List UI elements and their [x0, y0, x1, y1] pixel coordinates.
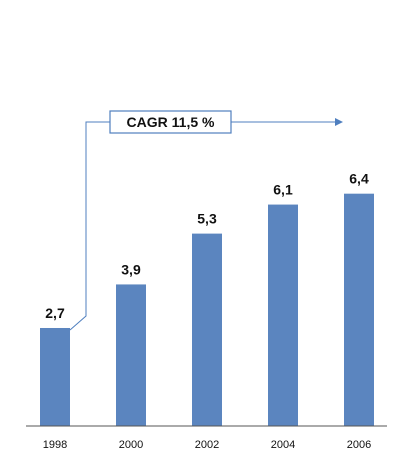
- x-tick-label-2000: 2000: [119, 439, 143, 451]
- value-label-2002: 5,3: [197, 211, 217, 227]
- x-tick-label-1998: 1998: [43, 439, 67, 451]
- bar-1998: [40, 327, 70, 426]
- value-label-2006: 6,4: [349, 171, 369, 187]
- value-labels-group: 2,7 3,9 5,3 6,1 6,4: [45, 171, 369, 321]
- cagr-annotation: CAGR 11,5 %: [69, 110, 343, 331]
- value-label-2004: 6,1: [273, 182, 293, 198]
- value-label-2000: 3,9: [121, 261, 141, 277]
- cagr-arrowhead: [335, 118, 343, 126]
- bar-2004: [268, 204, 298, 426]
- x-tick-label-2006: 2006: [347, 439, 371, 451]
- bar-2006: [344, 193, 374, 426]
- cagr-label: CAGR 11,5 %: [127, 114, 215, 130]
- x-tick-labels-group: 1998 2000 2002 2004 2006: [43, 439, 371, 451]
- bars-group: [40, 193, 374, 426]
- x-tick-label-2002: 2002: [195, 439, 219, 451]
- bar-2000: [116, 284, 146, 426]
- x-tick-label-2004: 2004: [271, 439, 295, 451]
- cagr-box: [109, 110, 232, 134]
- value-label-1998: 2,7: [45, 305, 65, 321]
- bar-2002: [192, 233, 222, 426]
